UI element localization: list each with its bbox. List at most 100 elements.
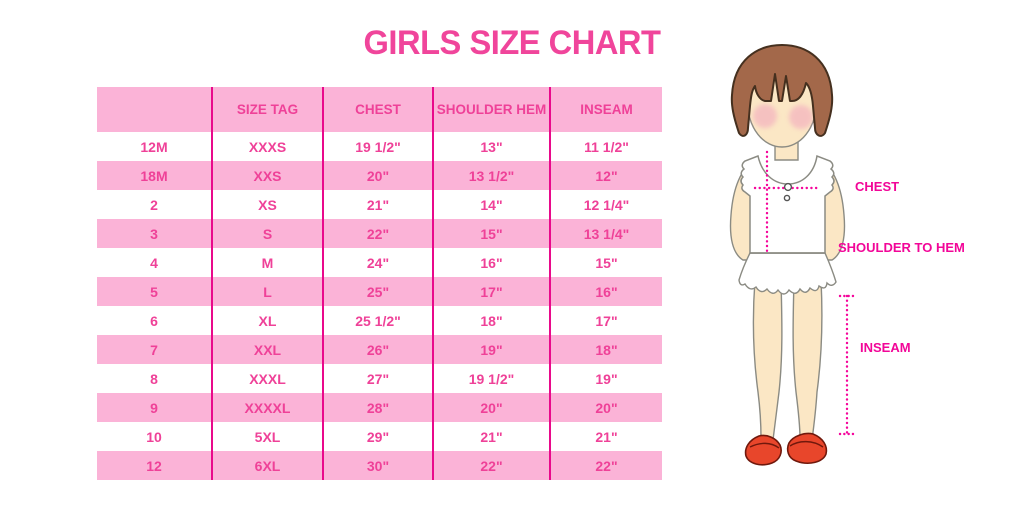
table-header-row: SIZE TAG CHEST SHOULDER HEM INSEAM <box>97 87 662 132</box>
table-row: 3 S 22" 15" 13 1/4" <box>97 219 662 248</box>
table-cell: 20" <box>550 393 662 422</box>
table-cell: XS <box>212 190 324 219</box>
table-row: 9 XXXXL 28" 20" 20" <box>97 393 662 422</box>
table-cell: 18" <box>550 335 662 364</box>
girl-blush-left <box>753 104 777 128</box>
girls-size-chart-table: SIZE TAG CHEST SHOULDER HEM INSEAM 12M XX… <box>97 87 662 480</box>
girl-right-shoe <box>786 432 828 464</box>
size-table-body: 12M XXXS 19 1/2" 13" 11 1/2" 18M XXS 20" 13 1/2"… <box>97 132 662 480</box>
table-cell: 29" <box>323 422 434 451</box>
table-cell: 13" <box>433 132 551 161</box>
girl-blush-right <box>789 105 813 129</box>
table-cell: 19 1/2" <box>433 364 551 393</box>
table-cell: XXXL <box>212 364 324 393</box>
table-row: 7 XXL 26" 19" 18" <box>97 335 662 364</box>
table-cell: 12M <box>97 132 213 161</box>
table-cell: 3 <box>97 219 213 248</box>
girl-left-leg <box>752 279 783 441</box>
table-cell: 19" <box>433 335 551 364</box>
table-row: 12 6XL 30" 22" 22" <box>97 451 662 480</box>
shoulder-to-hem-label: SHOULDER TO HEM <box>838 240 965 255</box>
table-cell: 11 1/2" <box>584 138 629 155</box>
top-button-2 <box>783 194 791 202</box>
table-cell: 12 1/4" <box>583 196 630 213</box>
girl-left-arm <box>729 158 758 261</box>
table-cell: S <box>212 219 324 248</box>
table-cell: XXXXL <box>212 393 324 422</box>
table-cell: 2 <box>97 190 213 219</box>
chest-label: CHEST <box>855 179 900 194</box>
table-cell: 18M <box>97 161 213 190</box>
girl-neck <box>774 129 799 161</box>
table-row: 12M XXXS 19 1/2" 13" 11 1/2" <box>97 132 662 161</box>
table-cell: 21" <box>323 190 434 219</box>
table-cell: 26" <box>323 335 434 364</box>
table-cell: 27" <box>323 364 434 393</box>
table-cell: XXXS <box>212 132 324 161</box>
table-row: 5 L 25" 17" 16" <box>97 277 662 306</box>
girl-face <box>747 60 817 148</box>
table-cell: XL <box>212 306 324 335</box>
header-size-tag: SIZE TAG <box>212 87 324 132</box>
table-cell: 8 <box>97 364 213 393</box>
table-cell: 20" <box>433 393 551 422</box>
left-shoe-strap <box>749 442 780 449</box>
right-shoe-strap <box>789 440 824 448</box>
table-cell: 25 1/2" <box>323 306 434 335</box>
table-cell: 20" <box>323 161 434 190</box>
table-cell: 19" <box>595 370 618 387</box>
table-cell: 6XL <box>212 451 324 480</box>
girl-left-shoe <box>744 434 782 466</box>
table-cell: 13 1/4" <box>550 219 662 248</box>
table-cell: 21" <box>433 422 551 451</box>
table-cell: 16" <box>433 248 551 277</box>
table-row: 2 XS 21" 14" 12 1/4" <box>97 190 662 219</box>
header-size <box>97 87 213 132</box>
table-cell: 14" <box>433 190 551 219</box>
header-chest: CHEST <box>323 87 434 132</box>
table-cell: 10 <box>97 422 213 451</box>
girl-right-arm <box>817 158 846 261</box>
table-cell: 5XL <box>212 422 324 451</box>
header-inseam: INSEAM <box>550 87 662 132</box>
table-cell: 24" <box>323 248 434 277</box>
table-cell: 6 <box>97 306 213 335</box>
table-row: 18M XXS 20" 13 1/2" 12" <box>97 161 662 190</box>
table-cell: 17" <box>433 277 551 306</box>
table-cell: 17" <box>595 312 618 329</box>
table-cell: 7 <box>97 335 213 364</box>
table-cell: 30" <box>323 451 434 480</box>
table-cell: 9 <box>97 393 213 422</box>
table-cell: 15" <box>595 254 618 271</box>
table-cell: 13 1/2" <box>433 161 551 190</box>
inseam-label: INSEAM <box>860 340 911 355</box>
table-cell: 15" <box>433 219 551 248</box>
top-button-1 <box>783 182 793 192</box>
table-cell: 18" <box>433 306 551 335</box>
table-cell: M <box>212 248 324 277</box>
table-cell: 16" <box>550 277 662 306</box>
table-cell: 21" <box>595 428 618 445</box>
page-title: GIRLS SIZE CHART <box>363 24 661 62</box>
girl-right-leg <box>792 279 823 441</box>
table-cell: 5 <box>97 277 213 306</box>
table-cell: L <box>212 277 324 306</box>
table-cell: 22" <box>550 451 662 480</box>
table-cell: 25" <box>323 277 434 306</box>
girl-figure-svg <box>729 44 857 466</box>
girl-skirt <box>738 252 837 295</box>
table-row: 10 5XL 29" 21" 21" <box>97 422 662 451</box>
table-cell: 22" <box>433 451 551 480</box>
table-row: 6 XL 25 1/2" 18" 17" <box>97 306 662 335</box>
table-cell: 19 1/2" <box>323 132 434 161</box>
table-row: 4 M 24" 16" 15" <box>97 248 662 277</box>
table-cell: 22" <box>323 219 434 248</box>
table-cell: 12 <box>97 451 213 480</box>
header-shoulder-hem: SHOULDER HEM <box>433 87 551 132</box>
table-cell: XXS <box>212 161 324 190</box>
table-cell: 12" <box>550 161 662 190</box>
table-cell: XXL <box>212 335 324 364</box>
girl-top <box>740 154 835 254</box>
table-cell: 4 <box>97 248 213 277</box>
